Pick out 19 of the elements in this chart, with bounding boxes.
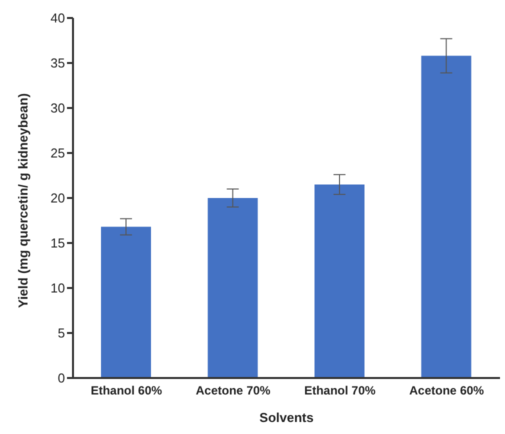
- bar: [314, 184, 364, 378]
- y-tick-label: 25: [50, 146, 65, 161]
- x-tick-label: Acetone 60%: [409, 384, 484, 398]
- x-tick-label: Acetone 70%: [196, 384, 271, 398]
- y-tick-label: 35: [50, 56, 65, 71]
- y-tick-label: 5: [58, 326, 65, 341]
- y-tick-label: 30: [50, 100, 65, 116]
- y-tick-label: 15: [50, 236, 65, 251]
- x-tick-label: Ethanol 60%: [90, 384, 162, 398]
- bar: [101, 226, 151, 378]
- bar: [208, 198, 258, 378]
- y-axis-title: Yield (mg quercetin/ g kidneybean): [16, 93, 31, 308]
- y-tick-label: 40: [50, 10, 65, 26]
- y-tick-label: 0: [58, 370, 65, 386]
- x-axis-title: Solvents: [259, 410, 314, 425]
- y-tick-label: 20: [50, 190, 65, 206]
- bar: [421, 56, 472, 378]
- y-tick-label: 10: [50, 280, 65, 296]
- x-tick-label: Ethanol 70%: [304, 384, 376, 398]
